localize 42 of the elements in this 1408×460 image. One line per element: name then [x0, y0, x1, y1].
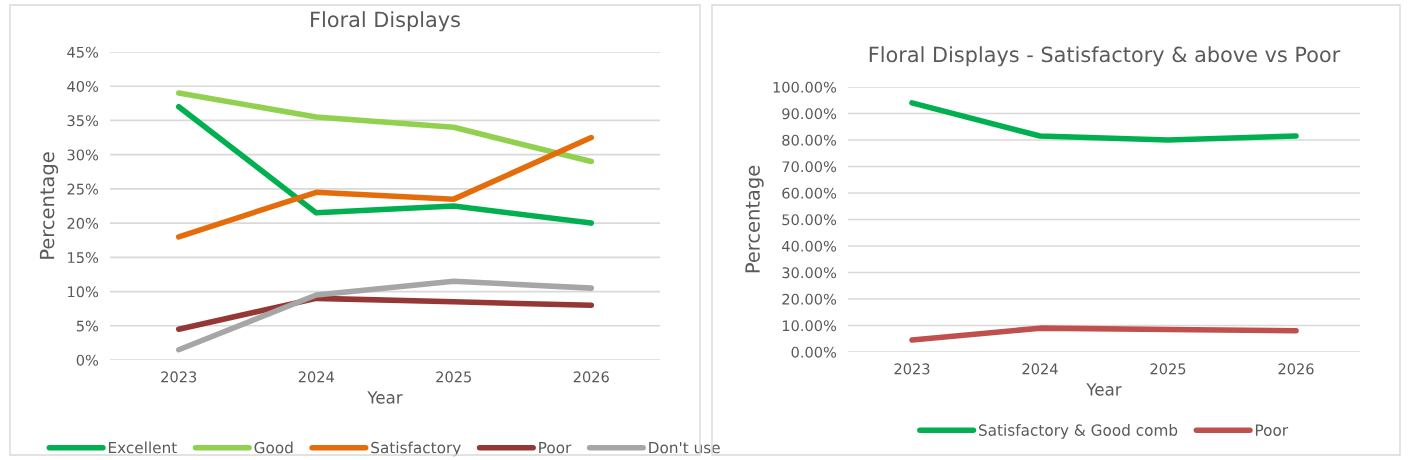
x-tick-label: 2024 [1022, 363, 1058, 375]
y-tick-label: 90.00% [782, 108, 837, 120]
chart-title: Floral Displays [311, 11, 460, 32]
x-tick-label: 2025 [436, 371, 472, 383]
legend-label: Don't use [649, 441, 720, 454]
x-tick-label: 2024 [298, 371, 334, 383]
x-axis-title: Year [367, 391, 403, 404]
y-tick-label: 60.00% [782, 187, 837, 199]
y-tick-label: 10.00% [782, 320, 837, 332]
x-axis-title: Year [1086, 383, 1122, 396]
y-tick-label: 20.00% [782, 293, 837, 305]
x-tick-label: 2026 [573, 371, 609, 383]
y-tick-label: 5% [76, 320, 99, 332]
y-tick-label: 70.00% [782, 161, 837, 173]
y-tick-label: 50.00% [782, 214, 837, 226]
y-tick-label: 15% [68, 252, 99, 264]
x-tick-label: 2023 [161, 371, 197, 383]
x-tick-label: 2023 [894, 363, 930, 375]
y-tick-label: 100.00% [773, 81, 837, 93]
x-tick-label: 2026 [1278, 363, 1314, 375]
y-tick-label: 30% [67, 149, 99, 161]
y-tick-label: 40.00% [782, 240, 837, 252]
y-tick-label: 25% [67, 183, 99, 195]
y-tick-label: 40% [67, 80, 99, 92]
y-axis-title: Percentage [745, 165, 764, 273]
legend-label: Poor [1255, 424, 1289, 436]
y-tick-label: 35% [67, 115, 99, 127]
y-tick-label: 20% [67, 217, 99, 229]
y-tick-label: 30.00% [782, 267, 837, 279]
legend-label: Poor [539, 441, 572, 454]
legend-label: Good [254, 441, 293, 454]
y-tick-label: 45% [67, 46, 99, 58]
y-tick-label: 0% [76, 354, 99, 366]
legend-label: Satisfactory & Good comb [978, 424, 1178, 439]
y-tick-label: 0.00% [791, 346, 837, 358]
chart-title: Floral Displays - Satisfactory & above vs Poor [869, 46, 1341, 67]
y-axis-title: Percentage [39, 152, 59, 259]
legend-label: Excellent [108, 441, 177, 454]
y-tick-label: 10% [68, 286, 99, 298]
legend-label: Satisfactory [371, 441, 461, 457]
y-tick-label: 80.00% [782, 134, 837, 146]
x-tick-label: 2025 [1150, 363, 1186, 375]
